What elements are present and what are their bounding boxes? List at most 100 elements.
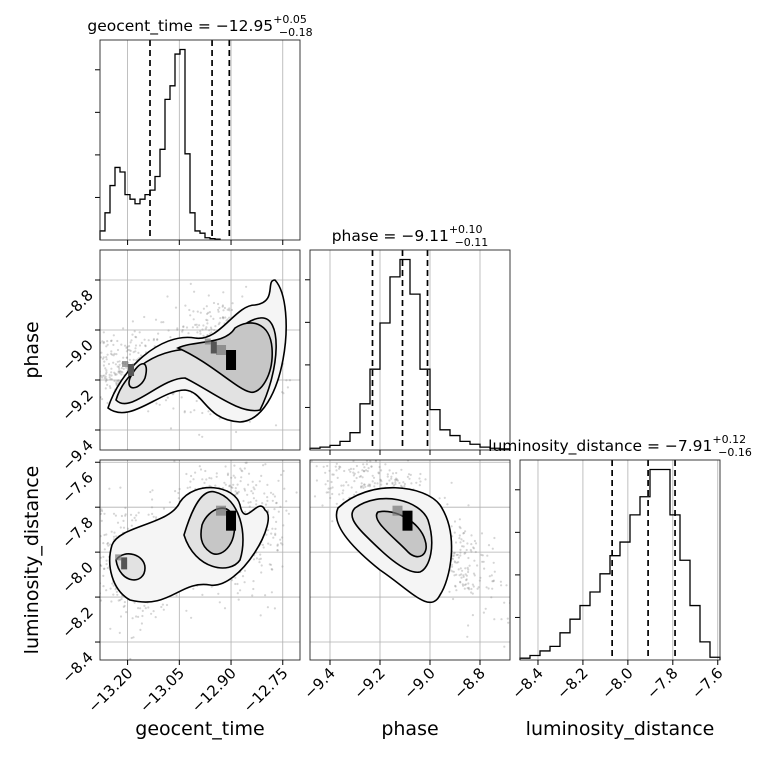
sample-point [352,460,355,463]
sample-point [226,473,229,477]
sample-point [114,514,117,517]
sample-point [362,470,366,473]
panel-content [85,457,300,660]
sample-point [137,615,140,619]
density-peak [128,364,135,376]
sample-point [201,593,204,597]
sample-point [134,347,137,350]
sample-point [119,370,122,373]
sample-point [115,373,118,376]
sample-point [104,387,107,390]
sample-point [102,342,105,345]
sample-point [189,314,192,317]
sample-point [223,607,227,610]
sample-point [187,332,190,335]
sample-point [169,336,172,339]
sample-point [130,524,133,527]
sample-point [468,564,471,567]
sample-point [248,505,251,508]
sample-point [176,328,179,331]
sample-point [459,581,462,584]
sample-point [90,359,92,361]
sample-point [464,583,468,586]
sample-point [209,413,212,416]
sample-point [394,483,397,486]
sample-point [357,471,360,474]
sample-point [97,519,99,521]
hist-step-phase [309,258,511,450]
sample-point [128,358,131,361]
sample-point [204,457,206,459]
sample-point [151,512,154,516]
sample-point [243,569,247,572]
sample-point [262,464,265,467]
sample-point [93,576,95,578]
sample-point [395,471,398,475]
sample-point [240,469,243,472]
sample-point [141,614,144,618]
sample-point [185,472,188,476]
sample-point [358,443,360,445]
sample-point [95,535,97,537]
sample-point [144,607,147,610]
sample-point [461,583,464,586]
sample-point [205,326,208,329]
sample-point [458,518,461,521]
sample-point [140,341,143,344]
sample-point [87,549,89,551]
sample-point [152,337,155,341]
sample-point [141,609,144,613]
sample-point [279,538,282,541]
sample-point [122,367,125,370]
sample-point [105,345,108,348]
sample-point [303,436,305,438]
sample-point [85,591,87,593]
panel-content [289,426,515,660]
sample-point [115,535,118,538]
sample-point [266,509,270,512]
sample-point [118,367,121,370]
sample-point [189,480,192,483]
sample-point [218,306,221,309]
sample-point [260,571,263,574]
sample-point [390,475,393,478]
sample-point [165,603,169,607]
sample-point [100,351,103,354]
sample-point [472,572,476,575]
sample-point [154,318,158,321]
sample-point [467,556,470,560]
sample-point [119,526,122,529]
sample-point [493,570,496,573]
sample-point [289,431,291,433]
title-geocent-time: geocent_time = −12.95+0.05 −0.18 [87,13,312,39]
sample-point [239,467,242,470]
sample-point [453,520,457,523]
sample-point [466,587,469,590]
sample-point [466,635,469,638]
sample-point [132,351,135,354]
sample-point [192,318,195,321]
ytick-label-luminosity-distance: −8.0 [58,558,96,596]
sample-point [285,379,288,382]
sample-point [101,376,104,379]
sample-point [493,618,496,621]
sample-point [513,578,515,580]
sample-point [125,366,128,369]
sample-point [438,497,441,500]
title-luminosity-distance-plus: +0.12 [712,433,746,446]
sample-point [120,514,123,518]
sample-point [105,379,108,382]
sample-point [186,486,189,489]
sample-point [119,486,122,489]
sample-point [321,426,323,428]
sample-point [208,329,211,332]
sample-point [154,616,157,619]
sample-point [189,282,192,285]
sample-point [324,471,327,474]
sample-point [103,377,106,380]
sample-point [234,487,237,490]
sample-point [462,539,465,543]
density-peak [226,350,237,370]
sample-point [395,477,398,480]
sample-point [147,606,150,609]
